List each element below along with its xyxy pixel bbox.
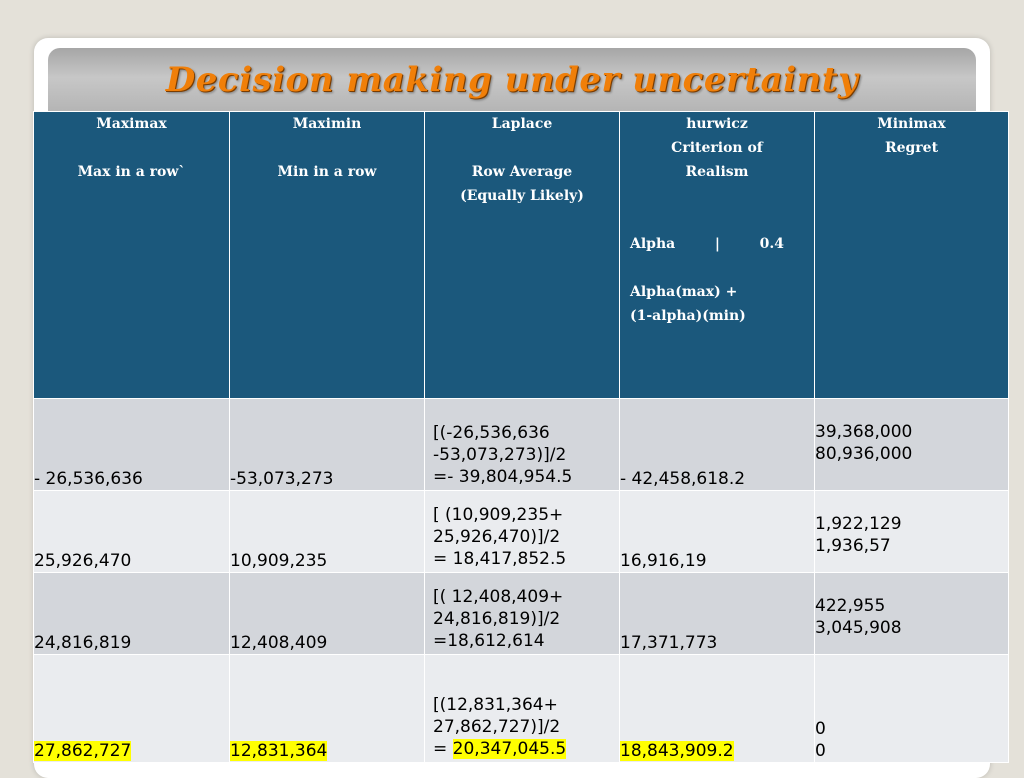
decision-table: Maximax Max in a row` Maximin Min in a r… xyxy=(33,111,1009,763)
header-row: Maximax Max in a row` Maximin Min in a r… xyxy=(33,111,1009,399)
hurwicz-cell: 17,371,773 xyxy=(619,572,815,655)
regret-value: 422,955 xyxy=(815,596,886,616)
laplace-line: [ (10,909,235+ xyxy=(433,505,564,525)
table-row: 27,862,727 12,831,364 [(12,831,364+ 27,8… xyxy=(33,654,1009,763)
maximax-cell: - 26,536,636 xyxy=(33,398,230,491)
header-hurwicz-l1: hurwicz xyxy=(686,116,748,132)
alpha-label: Alpha xyxy=(630,236,676,252)
laplace-line: [(-26,536,636 xyxy=(433,423,550,443)
hurwicz-value: - 42,458,618.2 xyxy=(620,469,746,489)
maximax-value: 25,926,470 xyxy=(34,551,132,571)
maximax-cell: 27,862,727 xyxy=(33,654,230,763)
hurwicz-cell: 16,916,19 xyxy=(619,490,815,573)
header-minimax-l1: Minimax xyxy=(877,116,946,132)
laplace-cell: [(-26,536,636 -53,073,273)]/2 =- 39,804,… xyxy=(424,398,620,491)
maximin-cell: 12,831,364 xyxy=(229,654,425,763)
laplace-cell: [(12,831,364+ 27,862,727)]/2 = 20,347,04… xyxy=(424,654,620,763)
maximin-cell: 10,909,235 xyxy=(229,490,425,573)
laplace-cell: [( 12,408,409+ 24,816,819)]/2 =18,612,61… xyxy=(424,572,620,655)
regret-cell: 0 0 xyxy=(814,654,1009,763)
header-maximin-title: Maximin xyxy=(292,116,362,132)
header-maximin: Maximin Min in a row xyxy=(229,111,425,399)
hurwicz-value: 17,371,773 xyxy=(620,633,718,653)
hurwicz-value: 16,916,19 xyxy=(620,551,707,571)
laplace-line: [( 12,408,409+ xyxy=(433,587,564,607)
maximin-value: 10,909,235 xyxy=(230,551,328,571)
laplace-line: =- 39,804,954.5 xyxy=(433,467,573,487)
header-maximax: Maximax Max in a row` xyxy=(33,111,230,399)
maximin-cell: -53,073,273 xyxy=(229,398,425,491)
laplace-line: 27,862,727)]/2 xyxy=(433,717,561,737)
header-hurwicz: hurwicz Criterion of Realism Alpha | 0.4… xyxy=(619,111,815,399)
slide-title: Decision making under uncertainty xyxy=(165,60,859,100)
laplace-line: = 18,417,852.5 xyxy=(433,549,567,569)
maximax-value-highlighted: 27,862,727 xyxy=(34,741,132,761)
maximax-value: 24,816,819 xyxy=(34,633,132,653)
laplace-line: =18,612,614 xyxy=(433,631,545,651)
regret-value: 80,936,000 xyxy=(815,444,913,464)
header-laplace-sub2: (Equally Likely) xyxy=(460,188,584,204)
regret-value: 3,045,908 xyxy=(815,618,902,638)
header-hurwicz-formula2: (1-alpha)(min) xyxy=(630,308,746,324)
header-laplace-title: Laplace xyxy=(491,116,553,132)
header-minimax-l2: Regret xyxy=(884,140,939,156)
maximax-value: - 26,536,636 xyxy=(34,469,143,489)
laplace-line: 25,926,470)]/2 xyxy=(433,527,561,547)
regret-value: 0 xyxy=(815,741,826,761)
table-row: 24,816,819 12,408,409 [( 12,408,409+ 24,… xyxy=(33,572,1009,655)
laplace-line: [(12,831,364+ xyxy=(433,695,558,715)
header-hurwicz-alpha: Alpha | 0.4 xyxy=(620,232,814,256)
header-laplace-sub1: Row Average xyxy=(471,164,573,180)
header-minimax: Minimax Regret xyxy=(814,111,1009,399)
laplace-line: 24,816,819)]/2 xyxy=(433,609,561,629)
header-maximax-title: Maximax xyxy=(96,116,167,132)
header-hurwicz-l2: Criterion of xyxy=(671,140,763,156)
maximin-value: 12,408,409 xyxy=(230,633,328,653)
maximax-cell: 25,926,470 xyxy=(33,490,230,573)
laplace-line: -53,073,273)]/2 xyxy=(433,445,567,465)
regret-value: 1,922,129 xyxy=(815,514,902,534)
alpha-separator: | xyxy=(714,236,720,252)
laplace-result-highlighted: 20,347,045.5 xyxy=(452,739,567,759)
maximax-cell: 24,816,819 xyxy=(33,572,230,655)
maximin-value-highlighted: 12,831,364 xyxy=(230,741,328,761)
regret-cell: 39,368,000 80,936,000 xyxy=(814,398,1009,491)
header-maximax-sub: Max in a row` xyxy=(77,164,186,180)
hurwicz-value-highlighted: 18,843,909.2 xyxy=(620,741,734,761)
header-hurwicz-l3: Realism xyxy=(685,164,749,180)
table-row: 25,926,470 10,909,235 [ (10,909,235+ 25,… xyxy=(33,490,1009,573)
header-hurwicz-formula1: Alpha(max) + xyxy=(630,284,738,300)
maximin-cell: 12,408,409 xyxy=(229,572,425,655)
regret-value: 39,368,000 xyxy=(815,422,913,442)
hurwicz-cell: - 42,458,618.2 xyxy=(619,398,815,491)
header-maximin-sub: Min in a row xyxy=(277,164,377,180)
regret-cell: 1,922,129 1,936,57 xyxy=(814,490,1009,573)
regret-value: 1,936,57 xyxy=(815,536,891,556)
regret-value: 0 xyxy=(815,719,826,739)
hurwicz-cell: 18,843,909.2 xyxy=(619,654,815,763)
table-row: - 26,536,636 -53,073,273 [(-26,536,636 -… xyxy=(33,398,1009,491)
title-bar: Decision making under uncertainty xyxy=(48,48,976,114)
maximin-value: -53,073,273 xyxy=(230,469,334,489)
regret-cell: 422,955 3,045,908 xyxy=(814,572,1009,655)
alpha-value: 0.4 xyxy=(759,236,784,252)
header-laplace: Laplace Row Average (Equally Likely) xyxy=(424,111,620,399)
laplace-line: = xyxy=(433,739,453,759)
laplace-cell: [ (10,909,235+ 25,926,470)]/2 = 18,417,8… xyxy=(424,490,620,573)
